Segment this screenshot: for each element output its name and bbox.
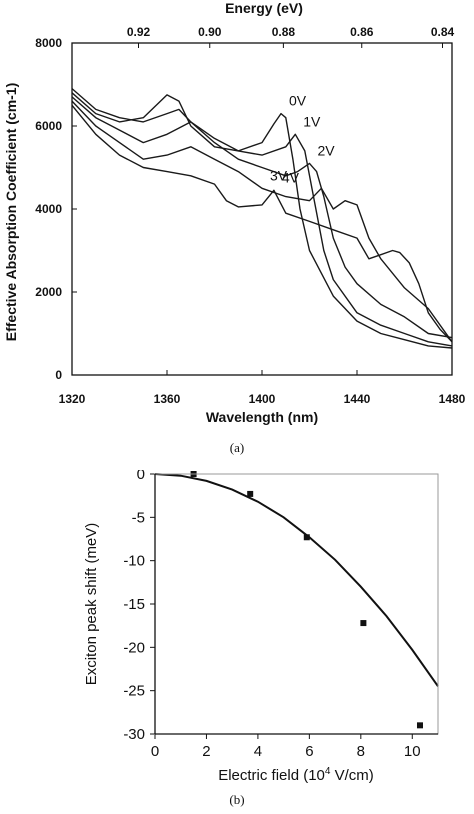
data-point: [247, 490, 254, 497]
x-tick-label: 1440: [344, 392, 371, 406]
absorption-chart: Energy (eV) 0.92 0.90 0.88 0.86 0.84 1320 136…: [3, 0, 466, 455]
data-point: [360, 620, 367, 627]
y-tick-label: 0: [55, 368, 62, 382]
top-tick-label: 0.90: [198, 25, 222, 39]
y-axis-title-b: Exciton peak shift (meV): [83, 523, 100, 686]
y-tick-label-b: -5: [132, 509, 145, 526]
y-tick-label-b: -30: [123, 726, 145, 743]
series-label: 0V: [289, 93, 307, 109]
y-tick-label-b: -20: [123, 639, 145, 656]
x-tick-label: 1400: [249, 392, 276, 406]
y-tick-label: 4000: [35, 202, 62, 216]
x-tick-label-b: 10: [404, 743, 421, 760]
x-axis-title-b: Electric field (104 V/cm): [218, 766, 374, 784]
x-axis-title-b-main: Electric field (10: [218, 767, 325, 784]
y-tick-label: 2000: [35, 285, 62, 299]
x-axis-title: Wavelength (nm): [206, 409, 318, 425]
series-label: 4V: [282, 169, 300, 185]
x-axis-title-b-tail: V/cm): [330, 767, 373, 784]
y-tick-label-b: -15: [123, 596, 145, 613]
y-axis-title: Effective Absorption Coefficient (cm-1): [3, 83, 19, 342]
series-label: 2V: [318, 142, 336, 158]
x-tick-label: 1320: [59, 392, 86, 406]
x-tick-label-b: 6: [305, 743, 313, 760]
caption-a: (a): [230, 440, 244, 455]
y-tick-label: 6000: [35, 119, 62, 133]
x-tick-label-b: 4: [254, 743, 262, 760]
data-point: [303, 534, 310, 541]
y-tick-label-b: -10: [123, 553, 145, 570]
top-tick-label: 0.92: [127, 25, 151, 39]
x-axis-title-b-sup: 4: [325, 766, 331, 777]
series-line-3V: [71, 100, 453, 343]
top-axis-title: Energy (eV): [225, 0, 303, 16]
data-point: [416, 722, 423, 729]
y-tick-label-b: 0: [137, 470, 145, 483]
series-line-1V: [71, 88, 453, 347]
top-tick-label: 0.86: [350, 25, 374, 39]
x-tick-label-b: 0: [151, 743, 159, 760]
y-tick-label-b: -25: [123, 683, 145, 700]
fit-curve: [154, 473, 439, 687]
x-tick-label: 1360: [154, 392, 181, 406]
top-tick-label: 0.84: [431, 25, 455, 39]
series-line-4V: [71, 104, 453, 343]
plot-frame: [71, 42, 453, 376]
series-line-2V: [71, 96, 453, 339]
series-label: 3V: [270, 167, 288, 183]
top-tick-label: 0.88: [272, 25, 296, 39]
peak-shift-chart: 0 2 4 6 8 10 0 -5 -10 -15 -20 -25 -30 Electric fiel…: [83, 470, 439, 807]
caption-b: (b): [229, 792, 244, 807]
y-tick-label: 8000: [35, 36, 62, 50]
series-label: 1V: [303, 113, 321, 129]
x-tick-label-b: 8: [357, 743, 365, 760]
plot-frame-b: [154, 473, 439, 735]
series-line-0V: [71, 92, 453, 349]
x-tick-label-b: 2: [202, 743, 210, 760]
x-tick-label: 1480: [439, 392, 466, 406]
